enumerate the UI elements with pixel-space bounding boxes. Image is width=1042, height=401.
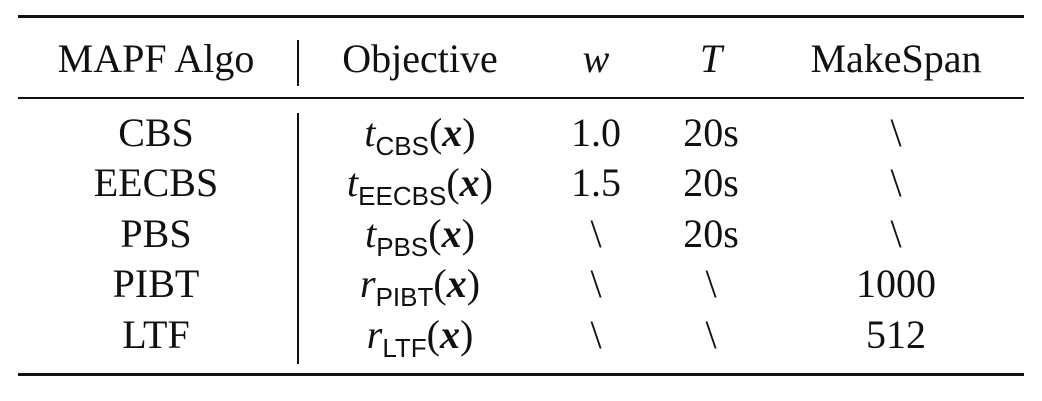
cell-makespan: 512 [866, 312, 926, 357]
cell-w: 1.0 [571, 110, 621, 155]
objective-subscript: PBS [376, 232, 429, 262]
cell-T: \ [705, 261, 717, 306]
objective-variable: t [364, 110, 376, 155]
cell-makespan: \ [890, 211, 902, 256]
cell-w: \ [590, 261, 602, 306]
header-rule [18, 97, 1024, 99]
cell-w: 1.5 [571, 160, 621, 205]
cell-T: 20s [683, 160, 739, 205]
header-T: T [699, 36, 723, 81]
objective-argument: x [439, 312, 460, 357]
objective-variable: r [359, 261, 376, 306]
objective-argument: x [459, 160, 480, 205]
cell-T: \ [705, 312, 717, 357]
cell-makespan: 1000 [856, 261, 936, 306]
cell-objective: tCBS(x) [364, 110, 476, 161]
objective-subscript: PIBT [375, 282, 434, 312]
cell-makespan: \ [890, 160, 902, 205]
objective-subscript: CBS [375, 131, 429, 161]
objective-subscript: LTF [382, 333, 427, 363]
top-rule [18, 15, 1024, 18]
cell-algo: LTF [122, 312, 190, 357]
cell-w: \ [590, 312, 602, 357]
cell-algo: PIBT [112, 261, 200, 306]
header-algo: MAPF Algo [57, 36, 255, 81]
objective-variable: r [366, 312, 383, 357]
cell-algo: CBS [118, 110, 194, 155]
column-separator-body [297, 113, 299, 364]
cell-T: 20s [683, 211, 739, 256]
cell-algo: PBS [120, 211, 192, 256]
cell-algo: EECBS [93, 160, 219, 205]
objective-subscript: EECBS [358, 181, 447, 211]
objective-argument: x [446, 261, 467, 306]
objective-variable: t [347, 160, 359, 205]
column-separator-header [297, 40, 299, 86]
cell-T: 20s [683, 110, 739, 155]
cell-objective: rLTF(x) [366, 312, 474, 363]
bottom-rule [18, 373, 1024, 376]
objective-argument: x [441, 211, 462, 256]
cell-objective: tEECBS(x) [347, 160, 493, 211]
header-makespan: MakeSpan [810, 36, 982, 81]
objective-argument: x [442, 110, 463, 155]
cell-w: \ [590, 211, 602, 256]
header-objective: Objective [342, 36, 498, 81]
cell-objective: tPBS(x) [365, 211, 475, 262]
objective-variable: t [365, 211, 377, 256]
cell-makespan: \ [890, 110, 902, 155]
cell-objective: rPIBT(x) [359, 261, 481, 312]
header-w: w [582, 36, 610, 81]
